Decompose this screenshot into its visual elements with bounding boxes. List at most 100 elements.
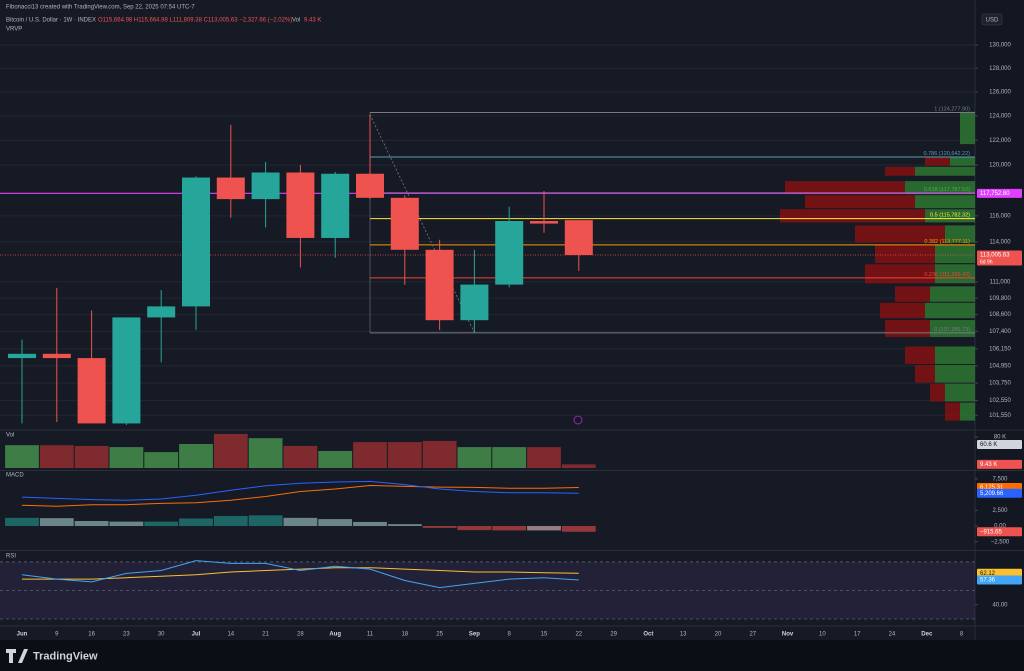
y-tick-label: 106,150 [989,346,1011,352]
candle-body [356,173,384,198]
volume-bar [74,445,109,468]
y-tick-label: 80 K [994,435,1006,441]
macd-histogram [561,526,596,532]
candle-body [495,220,524,285]
y-tick-label: 40.00 [992,602,1008,608]
price-tag-label: 57.36 [980,578,996,584]
currency[interactable]: USD [986,18,999,24]
volume-bar [248,438,283,468]
candle-body [425,249,454,321]
vol-label: Vol [292,18,300,24]
x-tick-label: 21 [262,632,269,638]
candle-body [390,197,419,250]
x-tick-label: 10 [819,632,826,638]
volume-bar [422,440,457,468]
y-tick-label: 124,000 [989,113,1011,119]
profile-up [960,111,975,145]
x-tick-label: 30 [158,632,165,638]
x-tick-label: 22 [575,632,582,638]
y-tick-label: 128,000 [989,66,1011,72]
rsi-ma [22,567,579,580]
x-tick-label: 28 [297,632,304,638]
price-tag [977,188,1022,198]
macd-histogram [39,518,74,527]
x-tick-label: 8 [508,632,512,638]
profile-down [785,181,905,195]
x-tick-label: Jun [17,632,28,638]
x-tick-label: Sep [469,632,480,638]
macd-signal [21,484,579,507]
volume-bar [561,464,596,468]
fib-label: 0.618 (117,787.52) [924,187,970,193]
profile-down [925,156,950,166]
price-tag-label: 117,752.80 [980,191,1010,197]
profile-down [885,320,930,338]
y-tick-label: 107,400 [989,329,1011,335]
price-tag-label: 5,209.66 [980,491,1004,497]
candle-body [530,220,558,224]
price-tag-label: 62.12 [980,571,996,577]
x-tick-label: Aug [329,632,341,638]
x-tick-label: 8 [960,632,964,638]
volume-bar [5,445,39,468]
profile-up [915,195,975,209]
profile-down [875,244,935,264]
y-tick-label: 130,000 [989,43,1011,49]
candle-body [147,306,176,318]
y-tick-label: 122,000 [989,138,1011,144]
x-tick-label: 20 [715,632,722,638]
price-tag-label: 6,125.31 [980,485,1004,491]
price-tag-label: 60.6 K [980,442,997,448]
price-tag [977,575,1022,585]
profile-down [780,209,925,223]
event-icon[interactable] [573,415,583,425]
x-tick-label: 24 [889,632,896,638]
profile-up [925,302,975,319]
y-tick-label: 2,500 [992,508,1008,514]
profile-up [935,346,975,365]
volume-bar [39,445,74,468]
x-tick-label: 14 [227,632,234,638]
y-tick-label: 102,550 [989,398,1011,404]
profile-up [935,264,975,284]
x-tick-label: Nov [782,632,794,638]
y-tick-label: 0.00 [994,524,1006,530]
candle-body [216,177,245,200]
countdown: 6d 9h [980,259,993,265]
x-tick-label: 18 [401,632,408,638]
y-tick-label: 111,000 [990,279,1011,285]
price-tag [977,527,1022,537]
pane-title: RSI [6,554,16,560]
macd-histogram [248,515,283,527]
fib-label: 0.786 (120,642.22) [924,151,971,157]
macd-histogram [5,517,39,527]
candle-body [42,353,71,359]
profile-up [930,286,975,302]
profile-up [915,166,975,176]
price-tag [977,488,1022,498]
credit: Fibonacci13 created with TradingView.com… [6,5,195,11]
pane-title: Vol [6,433,14,439]
fib-trend [369,114,475,333]
price-tag [977,568,1022,578]
profile-up [935,365,975,383]
profile-down [885,166,915,176]
volume-bar [283,445,318,468]
volume-bar [492,447,527,468]
y-tick-label: 103,750 [989,381,1011,387]
candle-body [286,172,315,238]
x-tick-label: 29 [610,632,617,638]
footer-bar [0,640,1024,671]
price-tag [977,440,1022,450]
x-tick-label: 16 [88,632,95,638]
currency-button[interactable] [981,13,1003,26]
macd-histogram [213,515,248,527]
fib-label: 0.236 (111,296.42) [924,272,970,278]
candle-body [460,284,489,321]
x-tick-label: 11 [367,632,374,638]
macd-histogram [387,524,422,527]
profile-up [945,383,975,402]
